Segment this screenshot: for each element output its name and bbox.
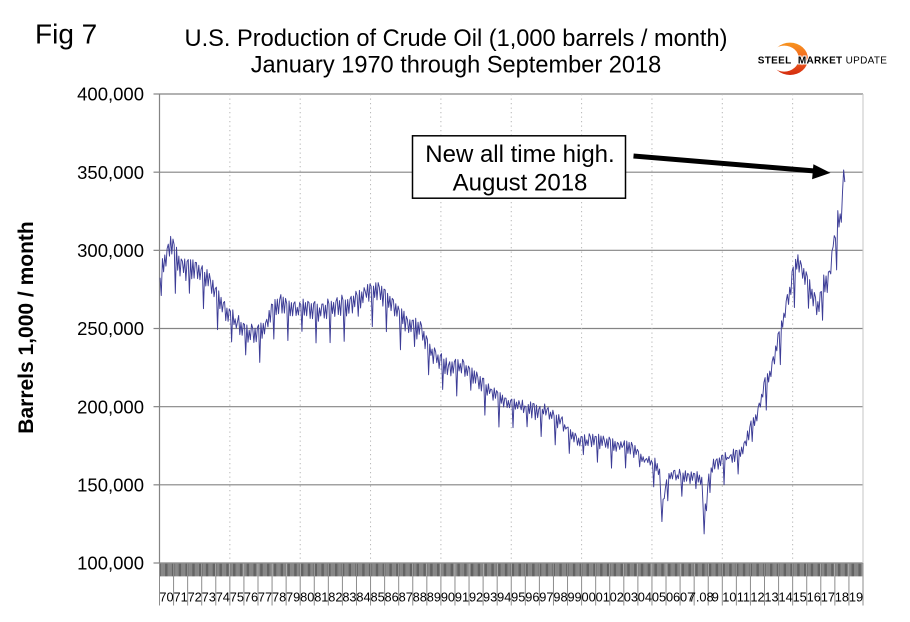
svg-text:04: 04 (638, 590, 652, 605)
svg-text:76: 76 (244, 590, 258, 605)
svg-text:95: 95 (511, 590, 525, 605)
svg-text:86: 86 (385, 590, 399, 605)
svg-text:U.S. Production of Crude Oil (: U.S. Production of Crude Oil (1,000 barr… (185, 26, 728, 52)
svg-text:71: 71 (173, 590, 187, 605)
svg-text:12: 12 (750, 590, 764, 605)
svg-text:MARKET: MARKET (798, 55, 843, 66)
svg-text:03: 03 (624, 590, 638, 605)
svg-text:18: 18 (835, 590, 849, 605)
svg-text:87: 87 (399, 590, 413, 605)
svg-text:200,000: 200,000 (77, 396, 144, 417)
svg-text:77: 77 (258, 590, 272, 605)
svg-text:07: 07 (680, 590, 694, 605)
svg-text:84: 84 (356, 590, 370, 605)
svg-text:13: 13 (764, 590, 778, 605)
svg-text:Barrels 1,000 / month: Barrels 1,000 / month (15, 221, 38, 433)
svg-text:250,000: 250,000 (77, 318, 144, 339)
svg-text:73: 73 (202, 590, 216, 605)
svg-text:82: 82 (328, 590, 342, 605)
svg-text:93: 93 (483, 590, 497, 605)
svg-text:80: 80 (300, 590, 314, 605)
svg-text:14: 14 (779, 590, 793, 605)
svg-text:Fig 7: Fig 7 (35, 19, 97, 50)
svg-text:99: 99 (567, 590, 581, 605)
svg-text:400,000: 400,000 (77, 84, 144, 105)
svg-text:81: 81 (314, 590, 328, 605)
svg-text:350,000: 350,000 (77, 162, 144, 183)
svg-text:97: 97 (539, 590, 553, 605)
svg-text:11: 11 (737, 590, 750, 605)
svg-text:STEEL: STEEL (758, 55, 792, 66)
svg-text:January 1970 through September: January 1970 through September 2018 (251, 53, 662, 79)
svg-text:New all time high.: New all time high. (425, 141, 614, 168)
svg-text:19: 19 (849, 590, 863, 605)
svg-text:72: 72 (188, 590, 202, 605)
svg-text:16: 16 (807, 590, 821, 605)
svg-text:9: 9 (712, 590, 719, 605)
svg-text:300,000: 300,000 (77, 240, 144, 261)
svg-text:98: 98 (553, 590, 567, 605)
svg-text:74: 74 (216, 590, 230, 605)
svg-text:88: 88 (413, 590, 427, 605)
svg-text:78: 78 (272, 590, 286, 605)
svg-text:UPDATE: UPDATE (846, 55, 888, 66)
svg-text:90: 90 (441, 590, 455, 605)
svg-text:05: 05 (652, 590, 666, 605)
svg-text:August 2018: August 2018 (453, 170, 588, 197)
svg-text:06: 06 (666, 590, 680, 605)
svg-text:89: 89 (427, 590, 441, 605)
svg-text:83: 83 (342, 590, 356, 605)
svg-text:01: 01 (596, 590, 610, 605)
svg-text:17: 17 (821, 590, 835, 605)
svg-text:96: 96 (525, 590, 539, 605)
svg-text:100,000: 100,000 (77, 553, 144, 574)
svg-text:75: 75 (230, 590, 244, 605)
svg-text:70: 70 (159, 590, 173, 605)
svg-text:150,000: 150,000 (77, 474, 144, 495)
svg-text:94: 94 (497, 590, 511, 605)
svg-text:91: 91 (455, 590, 469, 605)
svg-text:79: 79 (286, 590, 300, 605)
svg-text:85: 85 (370, 590, 384, 605)
svg-text:7.08: 7.08 (689, 590, 714, 605)
svg-text:92: 92 (469, 590, 483, 605)
svg-text:10: 10 (722, 590, 736, 605)
svg-text:02: 02 (610, 590, 624, 605)
svg-text:00: 00 (582, 590, 596, 605)
svg-text:15: 15 (793, 590, 807, 605)
